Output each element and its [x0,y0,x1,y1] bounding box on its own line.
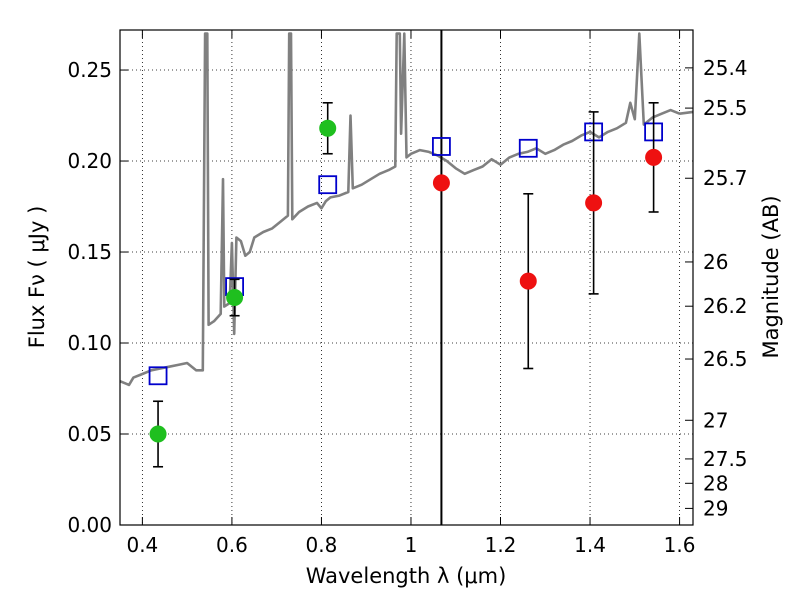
magnitude-tick-label: 26 [703,250,728,274]
magnitude-tick-label: 25.7 [703,166,748,190]
ticks-layer: 0.4 0.6 0.8 1 1.2 1.4 1.6 0.00 0.05 0.10 0.15 0.20 0… [67,30,748,557]
y-axis-label: Flux Fν ( μJy ) [25,206,49,349]
green-circle-marker [149,425,167,443]
magnitude-tick-label: 28 [703,471,728,495]
plot-frame [119,29,694,526]
x-tick-label: 1.6 [664,533,696,557]
red-circle-marker [585,194,603,212]
y-tick-label: 0.00 [67,513,112,537]
x-axis-label: Wavelength λ (μm) [306,564,507,588]
blue-square-marker [518,138,538,158]
x-tick-label: 0.8 [306,533,338,557]
blue-square-marker [148,366,168,386]
magnitude-tick-label: 27.5 [703,447,748,471]
y-tick-label: 0.10 [67,331,112,355]
model-spectrum-line [119,32,694,387]
red-circle-marker [519,272,537,290]
green-circle-marker [319,119,337,137]
magnitude-tick-label: 29 [703,496,728,520]
x-tick-label: 0.4 [126,533,158,557]
red-circle-marker [645,148,663,166]
magnitude-tick-label: 27 [703,408,728,432]
magnitude-tick-label: 25.4 [703,56,748,80]
magnitude-axis-label: Magnitude (AB) [759,195,783,358]
green-circle-marker [226,289,244,307]
magnitude-tick-label: 25.5 [703,96,748,120]
x-tick-label: 1.4 [574,533,606,557]
y-tick-label: 0.25 [67,58,112,82]
blue-square-marker [432,137,451,156]
grid [120,30,693,525]
y-tick-label: 0.15 [67,240,112,264]
red-circle-marker [432,174,450,192]
magnitude-tick-label: 26.2 [703,294,748,318]
x-tick-label: 1 [405,533,418,557]
blue-square-marker [318,175,338,195]
y-tick-label: 0.20 [67,149,112,173]
x-tick-label: 0.6 [216,533,248,557]
data-points-layer [148,101,664,468]
y-tick-label: 0.05 [67,422,112,446]
magnitude-tick-label: 26.5 [703,347,748,371]
x-tick-label: 1.2 [485,533,517,557]
model-spectrum-layer [119,32,694,387]
